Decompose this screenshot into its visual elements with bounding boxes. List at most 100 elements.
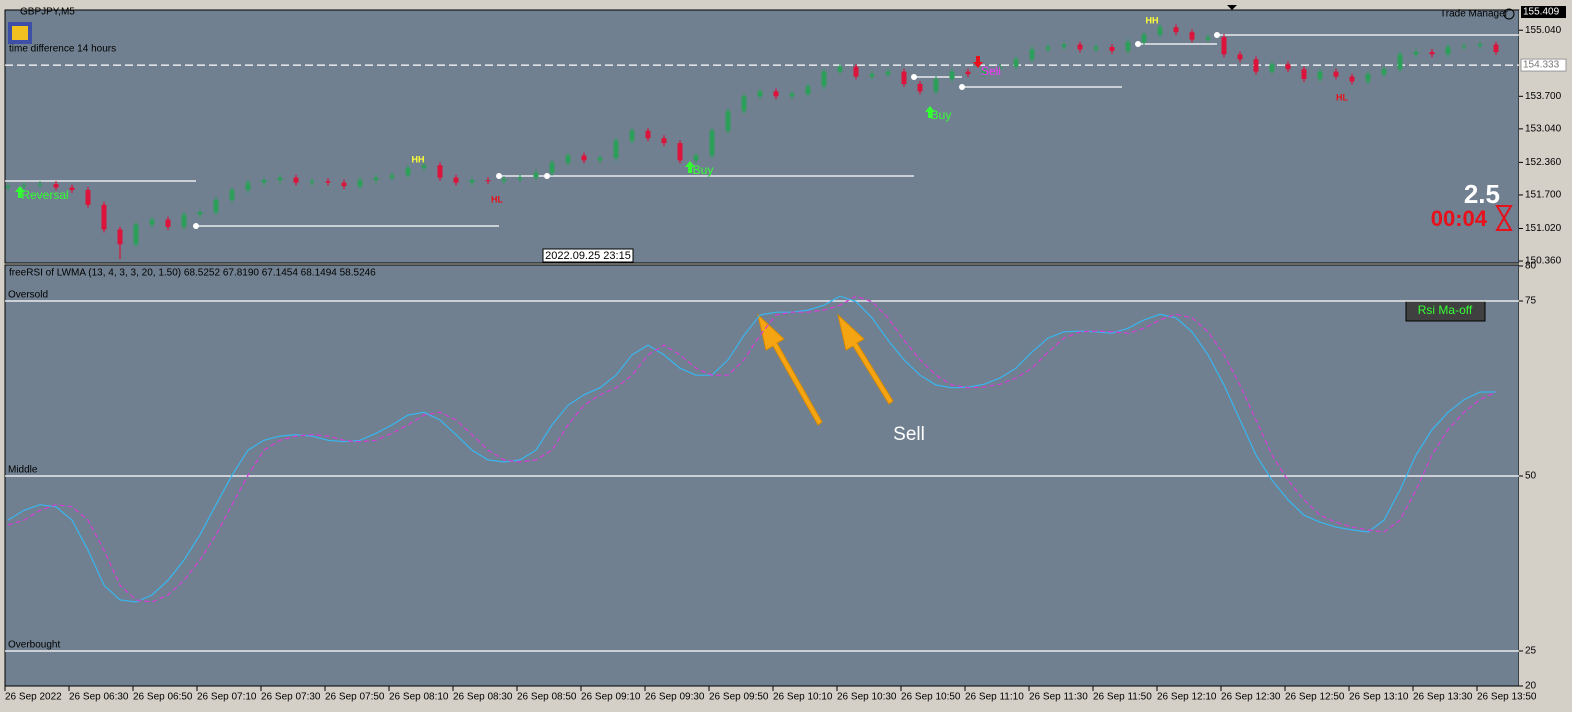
current-price-box xyxy=(1520,58,1567,72)
candle-body xyxy=(1301,69,1307,80)
candle-body xyxy=(293,177,299,183)
candle-body xyxy=(485,180,491,182)
candle-body xyxy=(197,212,203,215)
candle-body xyxy=(341,182,347,187)
candle-body xyxy=(789,93,795,97)
buy-arrow xyxy=(15,186,25,198)
high-marker-label: 155.409 xyxy=(1523,7,1560,18)
candle-body xyxy=(1045,46,1051,50)
candle-body xyxy=(949,71,955,80)
candle-body xyxy=(1349,76,1355,82)
candle-body xyxy=(629,130,635,141)
signal-label: HH xyxy=(412,154,425,164)
candle-body xyxy=(981,69,987,75)
candle-body xyxy=(277,177,283,181)
sr-dots xyxy=(193,32,1220,229)
candle-body xyxy=(725,111,731,131)
trade-manager: Trade Manager xyxy=(1440,9,1509,20)
candle-body xyxy=(1221,37,1227,55)
x-tick-label: 26 Sep 11:50 xyxy=(1093,692,1152,703)
candle-body xyxy=(805,86,811,94)
rsi-ma-button-label[interactable]: Rsi Ma-off xyxy=(1418,303,1473,317)
x-tick-label: 26 Sep 12:50 xyxy=(1285,692,1345,703)
candle-body xyxy=(133,224,139,245)
candle-body xyxy=(421,165,427,168)
signal-label: HL xyxy=(491,194,503,204)
candle-body xyxy=(1077,44,1083,50)
candle-body xyxy=(229,190,235,200)
candle-body xyxy=(917,83,923,92)
signal-label: Sell xyxy=(981,64,1001,78)
high-marker-box xyxy=(1521,6,1566,19)
buy-arrow xyxy=(685,161,695,173)
candle-body xyxy=(885,71,891,75)
level-label: Middle xyxy=(8,465,38,476)
rsi-line xyxy=(7,295,1497,603)
y-tick-label: 151.700 xyxy=(1525,190,1562,201)
candle-body xyxy=(901,71,907,84)
y-tick-label: 150.360 xyxy=(1525,256,1562,267)
price-panel xyxy=(4,9,1520,264)
candle-body xyxy=(69,187,75,191)
candle-body xyxy=(709,130,715,156)
candle-body xyxy=(325,181,331,183)
candle-body xyxy=(597,157,603,161)
candle-body xyxy=(261,180,267,183)
signal-label: HH xyxy=(1146,15,1159,25)
candle-body xyxy=(1269,64,1275,72)
x-tick-label: 26 Sep 07:10 xyxy=(197,692,257,703)
candle-body xyxy=(181,214,187,227)
x-tick-label: 26 Sep 07:30 xyxy=(261,692,321,703)
x-tick-label: 26 Sep 11:10 xyxy=(965,692,1024,703)
candle-body xyxy=(997,66,1003,70)
y-tick-label: 80 xyxy=(1525,261,1537,272)
candle-body xyxy=(53,184,59,188)
candle-body xyxy=(213,199,219,213)
x-tick-label: 26 Sep 08:30 xyxy=(453,692,513,703)
candle-body xyxy=(757,91,763,97)
candle-body xyxy=(1413,51,1419,55)
candle-body xyxy=(405,167,411,176)
x-tick-label: 26 Sep 2022 xyxy=(5,692,62,703)
candle-body xyxy=(1477,44,1483,47)
candle-body xyxy=(549,162,555,173)
candle-body xyxy=(869,74,875,77)
candle-body xyxy=(613,140,619,158)
x-tick-label: 26 Sep 10:30 xyxy=(837,692,897,703)
level-label: Overbought xyxy=(8,640,60,651)
candle-body xyxy=(1333,71,1339,77)
x-tick-label: 26 Sep 09:30 xyxy=(645,692,705,703)
x-tick-label: 26 Sep 08:50 xyxy=(517,692,577,703)
sell-arrow xyxy=(973,56,983,68)
candle-body xyxy=(1157,27,1163,35)
level-label: Oversold xyxy=(8,290,48,301)
candle-body xyxy=(853,66,859,77)
candle-body xyxy=(21,185,27,187)
candle-body xyxy=(1285,64,1291,70)
x-tick-label: 26 Sep 10:10 xyxy=(773,692,833,703)
candle-body xyxy=(357,180,363,187)
candle-body xyxy=(1141,34,1147,43)
y-tick-label: 20 xyxy=(1525,681,1537,692)
x-tick-label: 26 Sep 13:30 xyxy=(1413,692,1473,703)
x-tick-label: 26 Sep 13:10 xyxy=(1349,692,1409,703)
x-tick-label: 26 Sep 07:50 xyxy=(325,692,385,703)
y-tick-label: 151.020 xyxy=(1525,223,1562,234)
candle-body xyxy=(389,175,395,178)
rsi-line xyxy=(7,295,1496,603)
price-scale xyxy=(1519,10,1567,686)
y-tick-label: 25 xyxy=(1525,646,1537,657)
candle-body xyxy=(453,177,459,183)
candle-body xyxy=(741,96,747,112)
candle-body xyxy=(1109,46,1115,51)
candle-body xyxy=(693,155,699,161)
candle-body xyxy=(533,172,539,178)
candle-body xyxy=(677,143,683,161)
candle-body xyxy=(1125,42,1131,51)
candle-body xyxy=(1493,44,1499,52)
x-tick-label: 26 Sep 13:50 xyxy=(1477,692,1537,703)
candle-body xyxy=(85,190,91,205)
y-tick-label: 50 xyxy=(1525,471,1537,482)
candle-body xyxy=(245,182,251,191)
